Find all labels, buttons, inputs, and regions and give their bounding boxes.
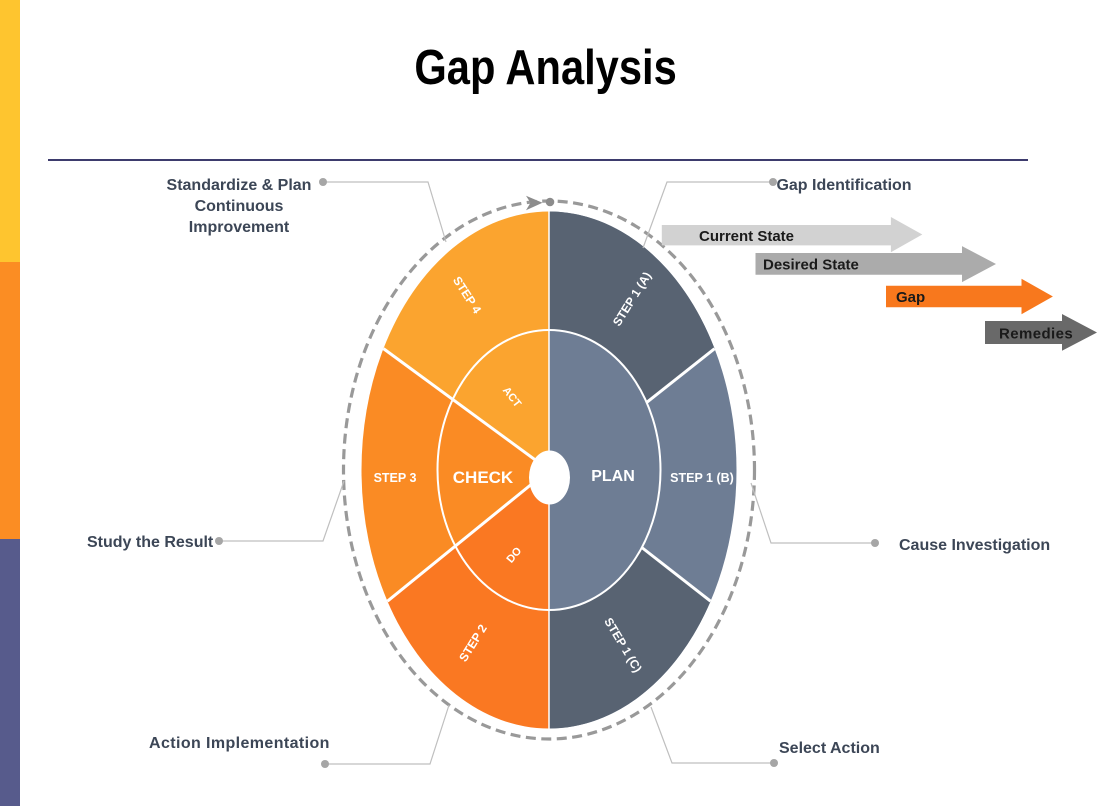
svg-text:Improvement: Improvement	[189, 219, 290, 236]
svg-text:Select Action: Select Action	[779, 740, 880, 757]
svg-text:STEP 3: STEP 3	[374, 471, 417, 485]
svg-text:Standardize & Plan: Standardize & Plan	[167, 177, 312, 194]
svg-text:CHECK: CHECK	[453, 468, 514, 487]
svg-text:Action Implementation: Action Implementation	[149, 735, 330, 752]
svg-text:PLAN: PLAN	[591, 468, 635, 485]
svg-text:Remedies: Remedies	[999, 326, 1073, 343]
svg-text:Gap: Gap	[896, 289, 925, 306]
svg-text:STEP 1 (B): STEP 1 (B)	[670, 471, 734, 485]
svg-text:Desired State: Desired State	[763, 257, 859, 274]
svg-text:Continuous: Continuous	[195, 198, 284, 215]
svg-text:Study the Result: Study the Result	[87, 534, 214, 551]
svg-text:Gap Identification: Gap Identification	[776, 177, 911, 194]
svg-text:Current State: Current State	[699, 228, 794, 245]
svg-text:Cause Investigation: Cause Investigation	[899, 537, 1050, 554]
